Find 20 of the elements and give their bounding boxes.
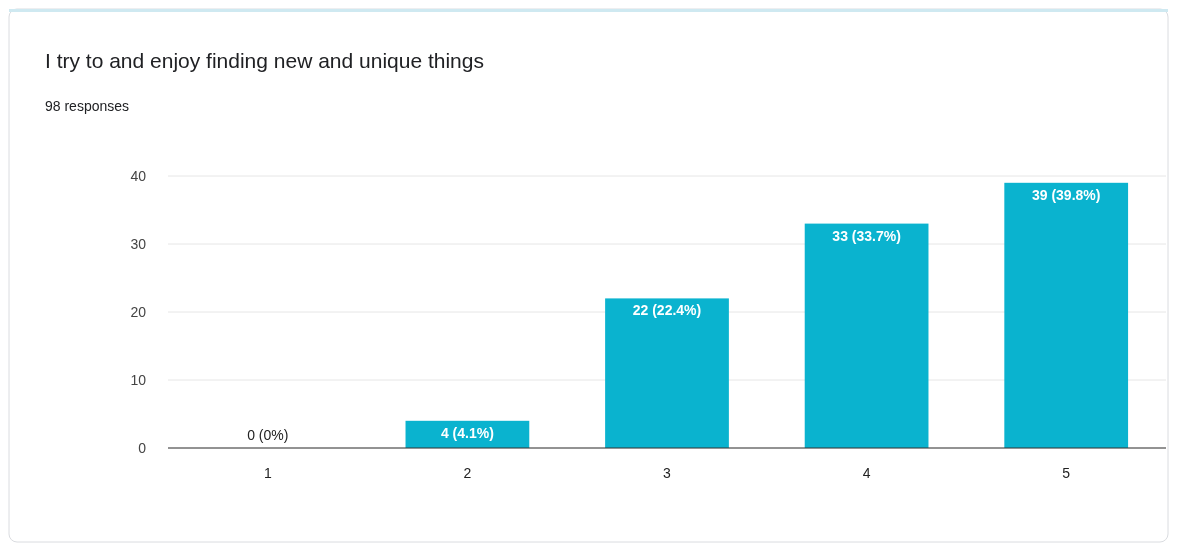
data-label: 33 (33.7%) bbox=[832, 227, 901, 244]
bar bbox=[1004, 182, 1129, 448]
data-label: 0 (0%) bbox=[247, 427, 289, 443]
bar bbox=[605, 298, 729, 448]
x-tick-label: 3 bbox=[663, 465, 672, 481]
data-label: 39 (39.8%) bbox=[1031, 186, 1101, 203]
chart-title: I try to and enjoy finding new and unique things bbox=[45, 49, 484, 72]
y-tick-label: 10 bbox=[130, 372, 147, 388]
y-tick-label: 0 bbox=[138, 440, 147, 456]
x-tick-label: 4 bbox=[862, 465, 871, 481]
data-label: 4 (4.1%) bbox=[440, 424, 494, 441]
x-tick-label: 1 bbox=[263, 465, 272, 481]
y-tick-label: 40 bbox=[130, 168, 147, 184]
bar bbox=[804, 223, 929, 448]
x-tick-label: 2 bbox=[463, 465, 472, 481]
chart-subtitle: 98 responses bbox=[45, 98, 130, 114]
y-tick-label: 20 bbox=[130, 304, 147, 320]
y-tick-label: 30 bbox=[130, 236, 147, 252]
x-tick-label: 5 bbox=[1062, 465, 1071, 481]
data-label: 22 (22.4%) bbox=[632, 302, 702, 319]
